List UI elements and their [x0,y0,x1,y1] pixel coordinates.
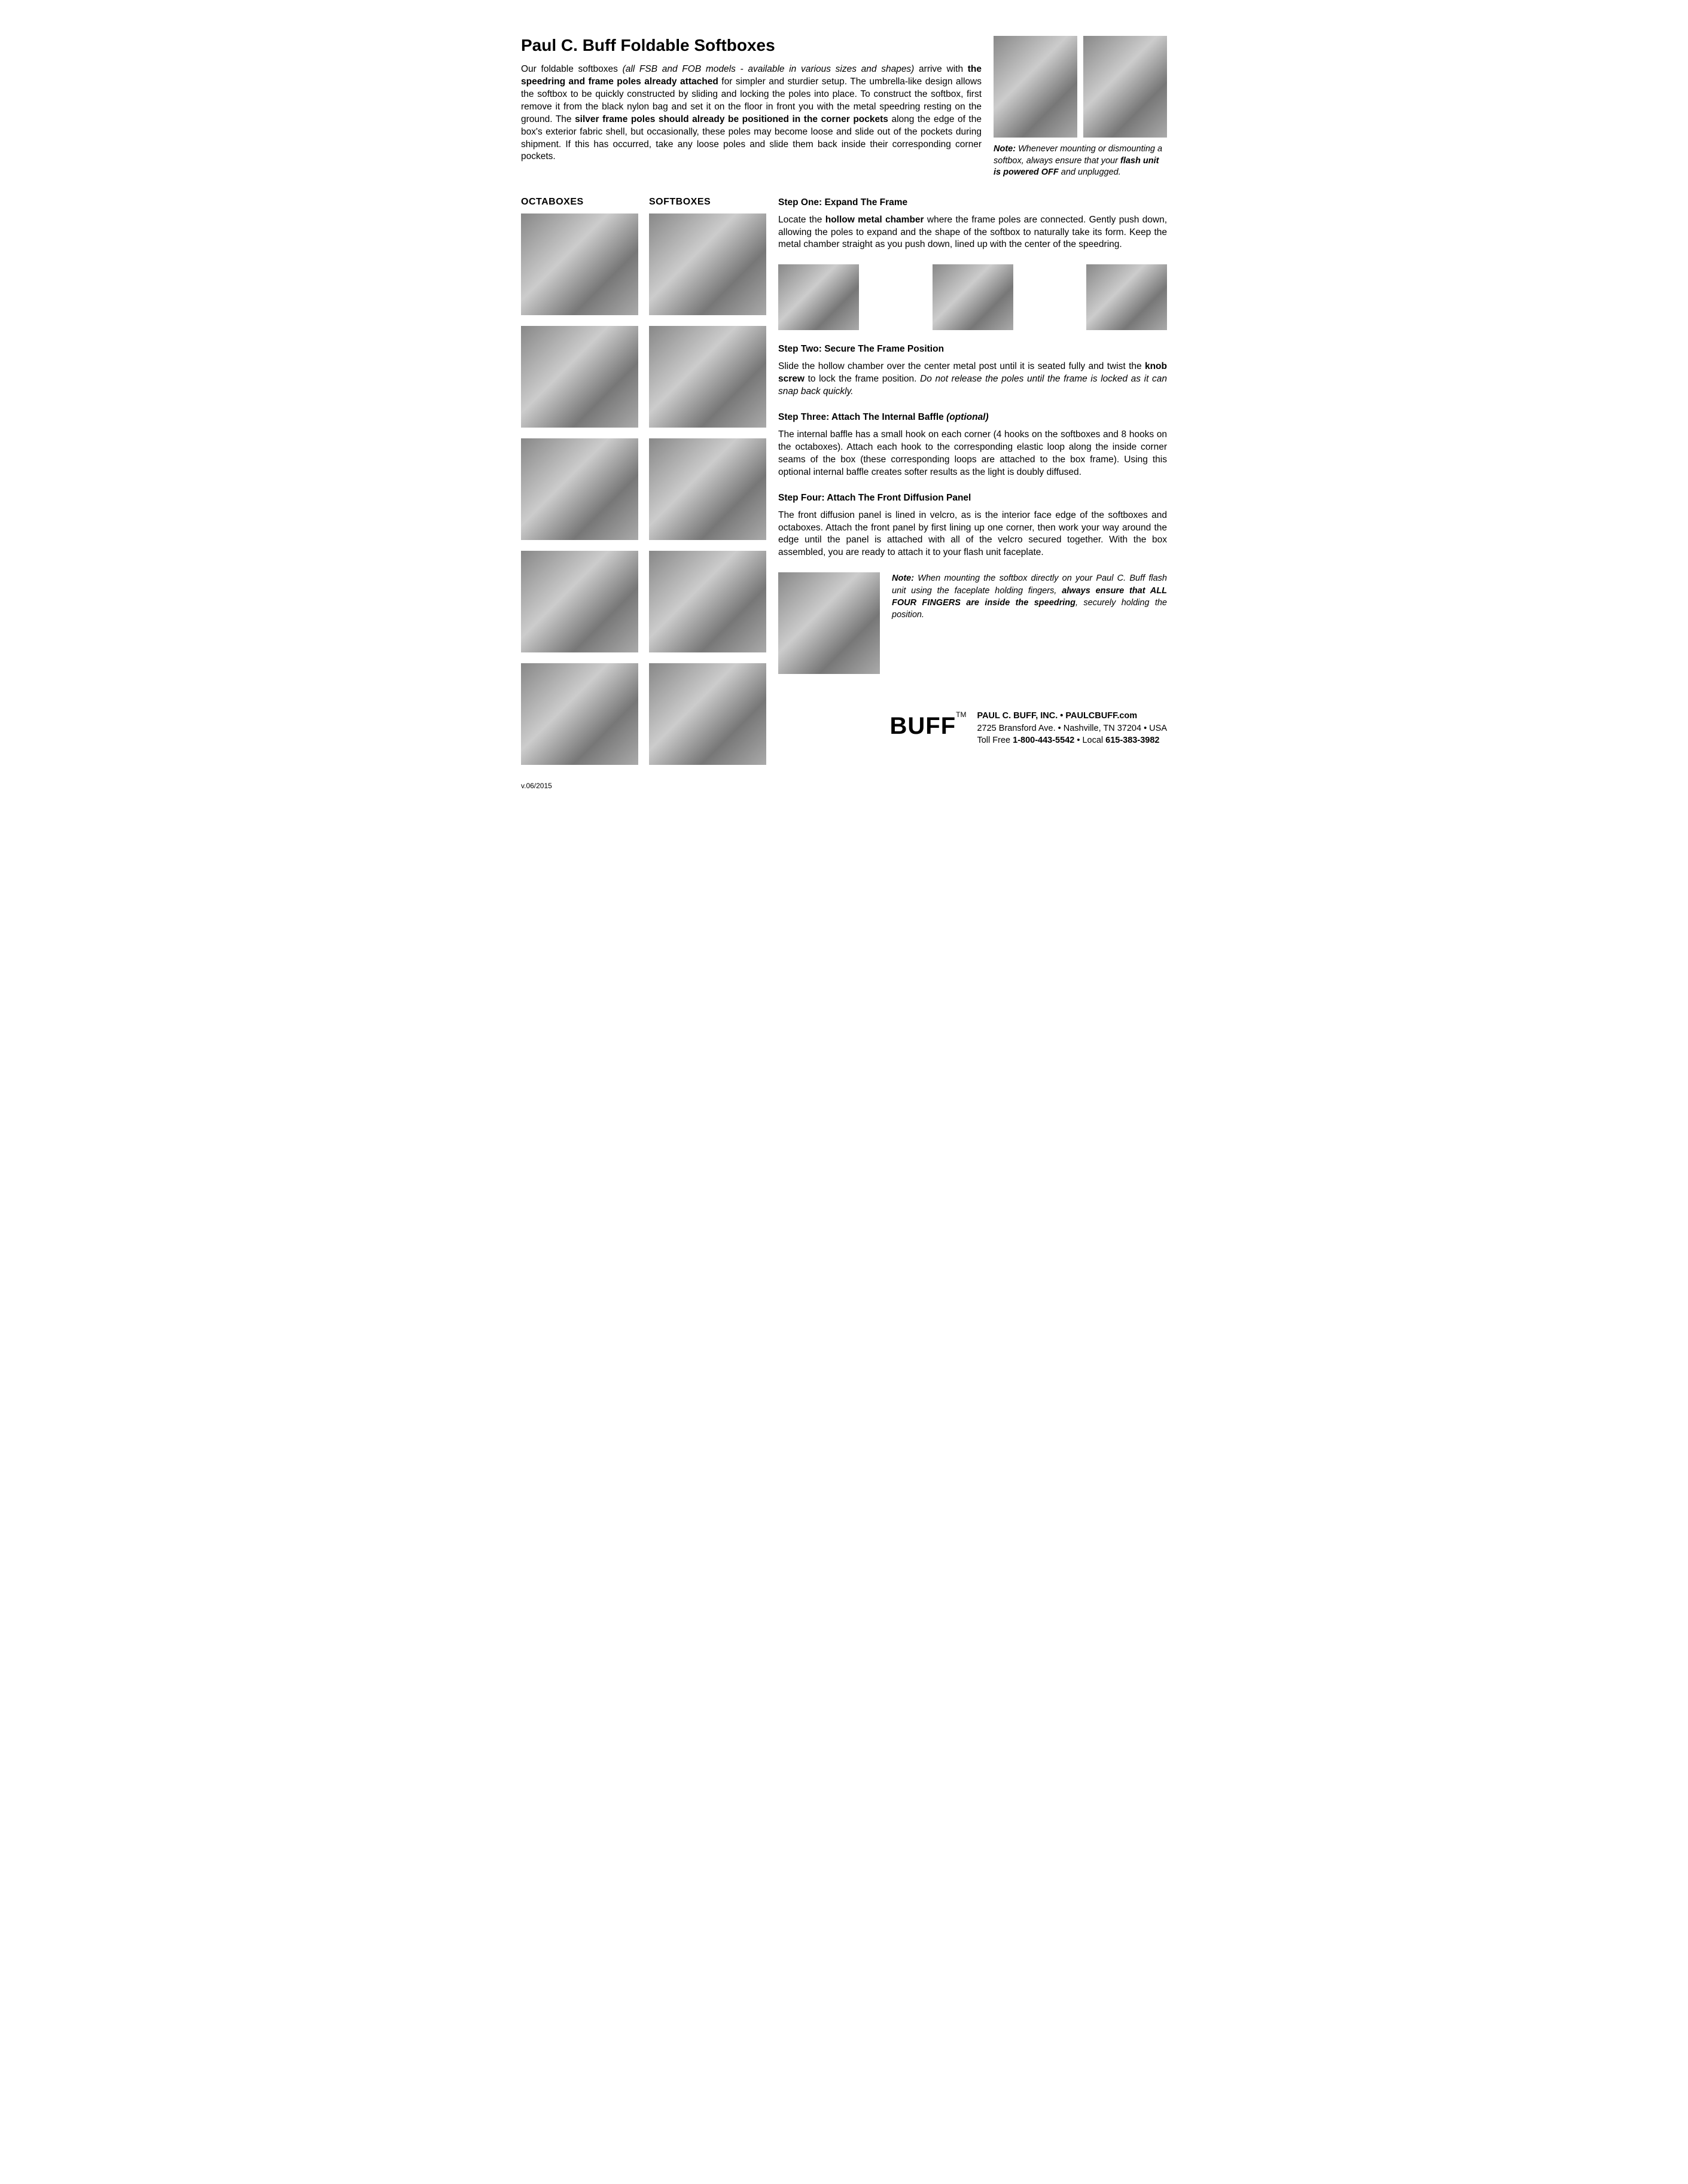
step2-seg1: Slide the hollow chamber over the center… [778,361,1145,371]
footer-line3c: • Local [1074,736,1105,745]
chamber-photo-1 [778,264,859,330]
intro-seg3: arrive with [914,64,967,74]
mount-note-label: Note: [892,574,914,583]
step3-title-b: (optional) [946,412,989,422]
footer-contact: PAUL C. BUFF, INC. • PAULCBUFF.com 2725 … [977,710,1167,746]
page-title: Paul C. Buff Foldable Softboxes [521,36,982,55]
footer-local: 615-383-3982 [1105,736,1159,745]
mount-note: Note: When mounting the softbox directly… [892,572,1167,674]
top-photo-1 [994,36,1077,138]
step4-title: Step Four: Attach The Front Diffusion Pa… [778,492,1167,505]
intro-seg1: Our foldable softboxes [521,64,623,74]
top-photo-2 [1083,36,1167,138]
column-header-octaboxes: OCTABOXES [521,197,638,208]
soft-step4-photo [649,551,766,652]
soft-step1-photo [649,213,766,315]
octa-step1-photo [521,213,638,315]
buff-logo-text: BUFF [890,713,956,739]
octa-step4-photo [521,551,638,652]
chamber-photo-3 [1086,264,1167,330]
intro-paragraph: Our foldable softboxes (all FSB and FOB … [521,63,982,163]
step3-title-a: Step Three: Attach The Internal Baffle [778,412,946,422]
step1-seg2: hollow metal chamber [825,215,924,225]
step2-seg3: to lock the frame position. [805,374,920,384]
octa-step3-photo [521,438,638,540]
footer-line3a: Toll Free [977,736,1013,745]
footer-tollfree: 1-800-443-5542 [1013,736,1074,745]
top-note: Note: Whenever mounting or dismounting a… [994,144,1167,179]
octa-step2-photo [521,326,638,428]
step2-body: Slide the hollow chamber over the center… [778,361,1167,398]
step4-body: The front diffusion panel is lined in ve… [778,510,1167,560]
footer-line2: 2725 Bransford Ave. • Nashville, TN 3720… [977,722,1167,734]
soft-step5-photo [649,663,766,765]
top-note-label: Note: [994,144,1016,154]
soft-step2-photo [649,326,766,428]
octa-step5-photo [521,663,638,765]
step1-body: Locate the hollow metal chamber where th… [778,214,1167,252]
step3-body: The internal baffle has a small hook on … [778,429,1167,479]
speedring-photo [778,572,880,674]
chamber-photo-2 [933,264,1013,330]
step2-title: Step Two: Secure The Frame Position [778,343,1167,356]
step1-seg1: Locate the [778,215,825,225]
intro-seg6: silver frame poles should already be pos… [575,114,888,124]
version-label: v.06/2015 [521,782,1167,790]
step1-title: Step One: Expand The Frame [778,197,1167,209]
intro-seg2: (all FSB and FOB models - available in v… [623,64,915,74]
footer-line1: PAUL C. BUFF, INC. • PAULCBUFF.com [977,711,1137,721]
buff-logo: BUFFTM [890,710,967,742]
trademark: TM [956,710,966,719]
soft-step3-photo [649,438,766,540]
step3-title: Step Three: Attach The Internal Baffle (… [778,411,1167,424]
column-header-softboxes: SOFTBOXES [649,197,766,208]
top-note-seg4: and unplugged. [1059,167,1121,177]
